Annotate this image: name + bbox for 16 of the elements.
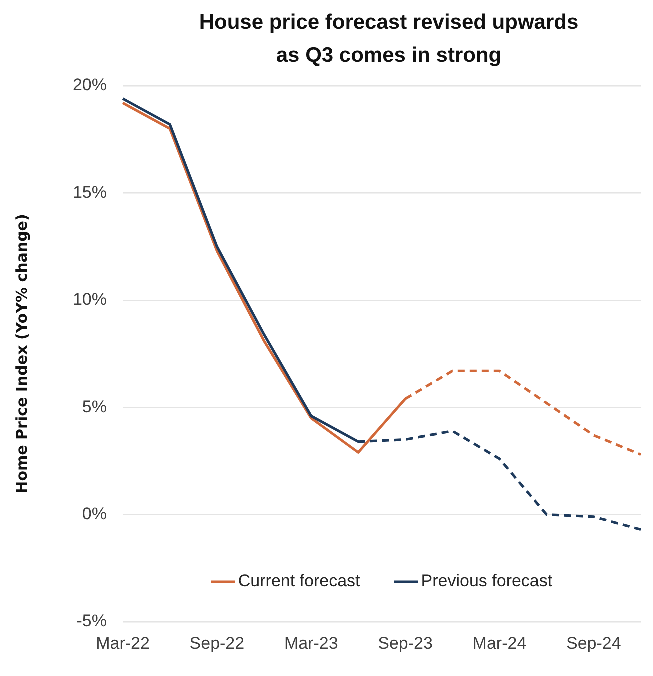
x-tick-label: Sep-22 <box>190 634 245 653</box>
y-tick-label: 0% <box>82 504 107 524</box>
y-tick-label: -5% <box>76 612 107 631</box>
legend-label: Current forecast <box>238 572 361 591</box>
x-tick-label: Mar-23 <box>284 634 338 653</box>
y-axis-title: Home Price Index (YoY% change) <box>12 214 31 494</box>
x-tick-label: Sep-23 <box>378 634 433 653</box>
chart-title: House price forecast revised upwards as Q3 comes in strong <box>198 10 580 69</box>
y-tick-label: 10% <box>72 290 107 310</box>
y-tick-label: 20% <box>72 76 107 95</box>
x-tick-label: Sep-24 <box>566 634 622 653</box>
x-tick-label: Mar-22 <box>96 634 150 653</box>
x-tick-label: Mar-24 <box>472 634 527 653</box>
y-tick-label: 5% <box>82 397 107 416</box>
y-tick-label: 15% <box>72 182 107 202</box>
legend-label: Previous forecast <box>421 572 553 591</box>
